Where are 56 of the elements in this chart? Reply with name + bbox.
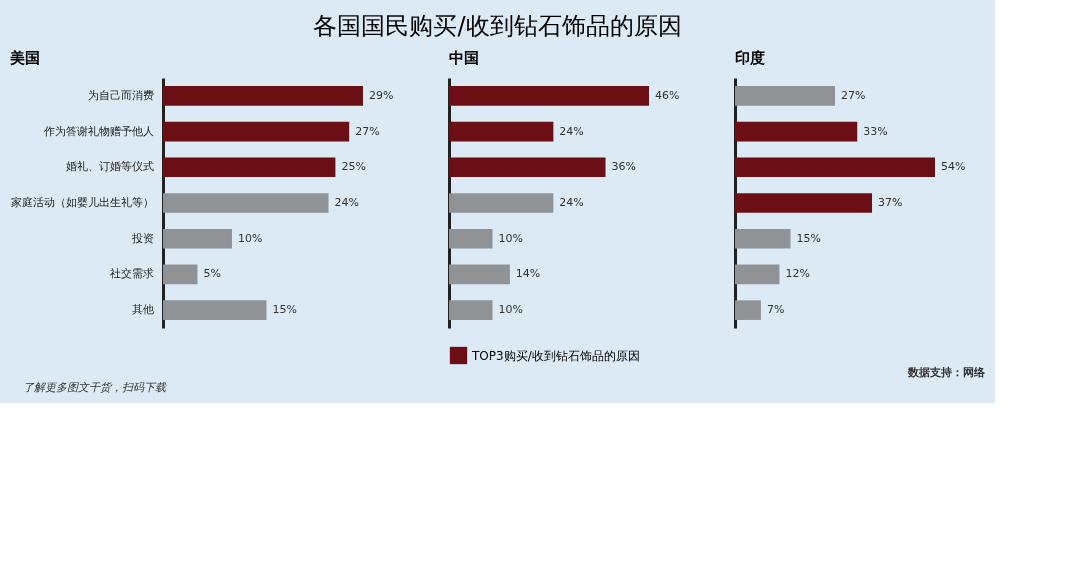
data-label: 27% (355, 124, 380, 138)
bar (449, 264, 510, 285)
data-label: 12% (785, 267, 810, 281)
data-label: 25% (341, 160, 366, 174)
bar (163, 228, 232, 249)
data-label: 37% (878, 196, 903, 209)
data-label: 24% (334, 196, 359, 209)
data-label: 14% (515, 267, 541, 281)
bar (735, 86, 835, 106)
bar (735, 228, 791, 249)
bar (735, 121, 858, 142)
data-label: 33% (863, 124, 888, 138)
bar (163, 300, 267, 320)
bar (163, 86, 363, 106)
data-label: 29% (369, 88, 394, 102)
text: 各国国民购买/收到钻石饰品的原因 (313, 12, 682, 40)
bar (449, 193, 554, 213)
data-label: 46% (655, 88, 680, 102)
y-tick-label: 投资 (130, 231, 154, 245)
data-label: 10% (498, 231, 523, 245)
y-tick-label: 婚礼、订婚等仪式 (65, 160, 154, 174)
data-label: 27% (841, 88, 866, 102)
text: 了解更多图文干货，扫码下载 (23, 381, 167, 394)
chart-subtitle: 印度 (735, 49, 765, 67)
data-label: 24% (559, 124, 584, 138)
data-label: 36% (611, 160, 636, 174)
bar (449, 300, 493, 320)
y-tick-label: 作为答谢礼物赠予他人 (42, 124, 154, 138)
data-label: 15% (796, 231, 822, 245)
text: 数据支持：网络 (907, 366, 986, 379)
y-tick-label: 社交需求 (109, 267, 154, 281)
data-label: 15% (272, 303, 297, 317)
data-label: 10% (237, 231, 263, 245)
data-label: 24% (559, 196, 584, 209)
data-label: 5% (203, 267, 221, 281)
bar (449, 157, 606, 178)
bar (735, 193, 873, 213)
text: 美国 (9, 49, 40, 67)
bar (163, 193, 329, 213)
legend-label: TOP3购买/收到钻石饰品的原因 (471, 348, 640, 363)
y-tick-label: 为自己而消费 (87, 88, 154, 102)
data-label: 10% (498, 303, 523, 317)
bar (163, 121, 350, 142)
chart-subtitle: 中国 (449, 49, 479, 67)
bar (735, 264, 780, 285)
y-tick-label: 其他 (131, 303, 154, 317)
bar (449, 228, 493, 249)
y-tick-label: 家庭活动（如婴儿出生礼等） (10, 196, 154, 209)
bar (163, 157, 336, 178)
bar (163, 264, 198, 285)
bar (449, 86, 649, 106)
data-label: 54% (941, 160, 966, 174)
bar (735, 157, 935, 178)
bar (735, 300, 761, 320)
data-label: 7% (766, 303, 785, 317)
bar (449, 121, 554, 142)
